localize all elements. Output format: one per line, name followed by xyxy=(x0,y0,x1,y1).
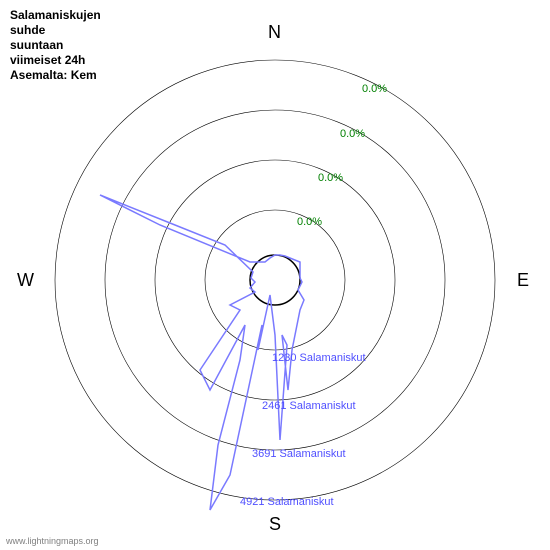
ring-strike-label: 2461 Salamaniskut xyxy=(262,400,356,412)
dir-n: N xyxy=(268,22,281,43)
dir-s: S xyxy=(269,514,281,535)
ring-pct-label: 0.0% xyxy=(340,128,365,140)
dir-w: W xyxy=(17,270,34,291)
ring-strike-label: 3691 Salamaniskut xyxy=(252,448,346,460)
dir-e: E xyxy=(517,270,529,291)
chart-title: Salamaniskujen suhde suuntaan viimeiset … xyxy=(10,8,101,83)
ring-pct-label: 0.0% xyxy=(318,172,343,184)
ring-pct-label: 0.0% xyxy=(362,83,387,95)
ring-strike-label: 1230 Salamaniskut xyxy=(272,352,366,364)
ring-strike-label: 4921 Salamaniskut xyxy=(240,496,334,508)
rings xyxy=(55,60,495,500)
ring-pct-label: 0.0% xyxy=(297,216,322,228)
footer-attribution: www.lightningmaps.org xyxy=(6,536,99,546)
